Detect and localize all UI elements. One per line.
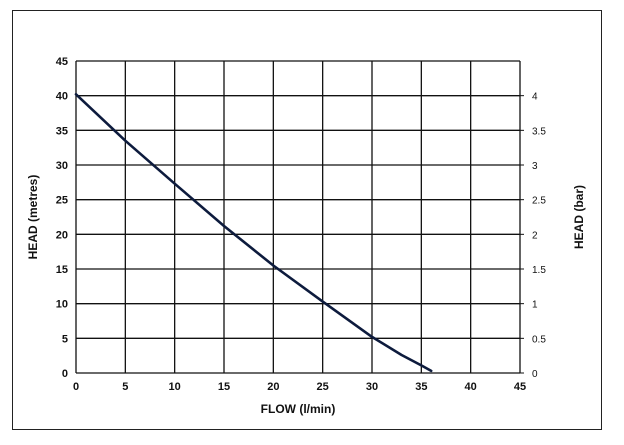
y2-tick-label: 1 <box>532 300 538 311</box>
y2-tick-label: 0.5 <box>532 334 546 345</box>
y-tick-label: 20 <box>56 229 68 241</box>
y-axis-title: HEAD (metres) <box>26 175 40 260</box>
x-tick-label: 0 <box>73 381 79 393</box>
y-tick-label: 0 <box>62 368 68 380</box>
y-tick-label: 15 <box>56 264 68 276</box>
x-tick-label: 40 <box>465 381 477 393</box>
y-tick-label: 10 <box>56 299 68 311</box>
y-tick-label: 35 <box>56 125 68 137</box>
y2-tick-label: 1.5 <box>532 265 546 276</box>
y2-tick-label: 4 <box>532 92 538 103</box>
series-layer <box>74 93 433 373</box>
x-tick-label: 20 <box>267 381 279 393</box>
y-tick-label: 45 <box>56 56 68 68</box>
y2-tick-label: 3.5 <box>532 126 546 137</box>
pump-curve-chart: 0 5 10 15 20 25 30 35 40 45 0 5 10 15 20 25 30 35 40 45 0 0.5… <box>26 56 586 416</box>
y2-axis-title: HEAD (bar) <box>572 185 586 249</box>
grid <box>75 60 521 374</box>
x-axis-title: FLOW (l/min) <box>261 402 336 416</box>
y-tick-label: 25 <box>56 195 68 207</box>
x-tick-label: 5 <box>122 381 128 393</box>
chart-frame: 0 5 10 15 20 25 30 35 40 45 0 5 10 15 20 25 30 35 40 45 0 0.5… <box>12 10 602 430</box>
y2-tick-label: 2.5 <box>532 196 546 207</box>
y-tick-label: 5 <box>62 333 68 345</box>
x-tick-label: 10 <box>169 381 181 393</box>
right-axis-ticks <box>520 95 524 374</box>
y2-tick-label: 0 <box>532 369 538 380</box>
y2-tick-label: 3 <box>532 161 538 172</box>
y-tick-label: 30 <box>56 160 68 172</box>
tick-labels: 0 5 10 15 20 25 30 35 40 45 0 5 10 15 20 25 30 35 40 45 0 0.5… <box>56 56 547 393</box>
y-tick-label: 40 <box>56 91 68 103</box>
x-tick-label: 15 <box>218 381 230 393</box>
x-tick-label: 35 <box>415 381 427 393</box>
y2-tick-label: 2 <box>532 230 538 241</box>
x-tick-label: 45 <box>514 381 526 393</box>
x-tick-label: 25 <box>317 381 329 393</box>
series-line <box>74 93 433 373</box>
x-tick-label: 30 <box>366 381 378 393</box>
